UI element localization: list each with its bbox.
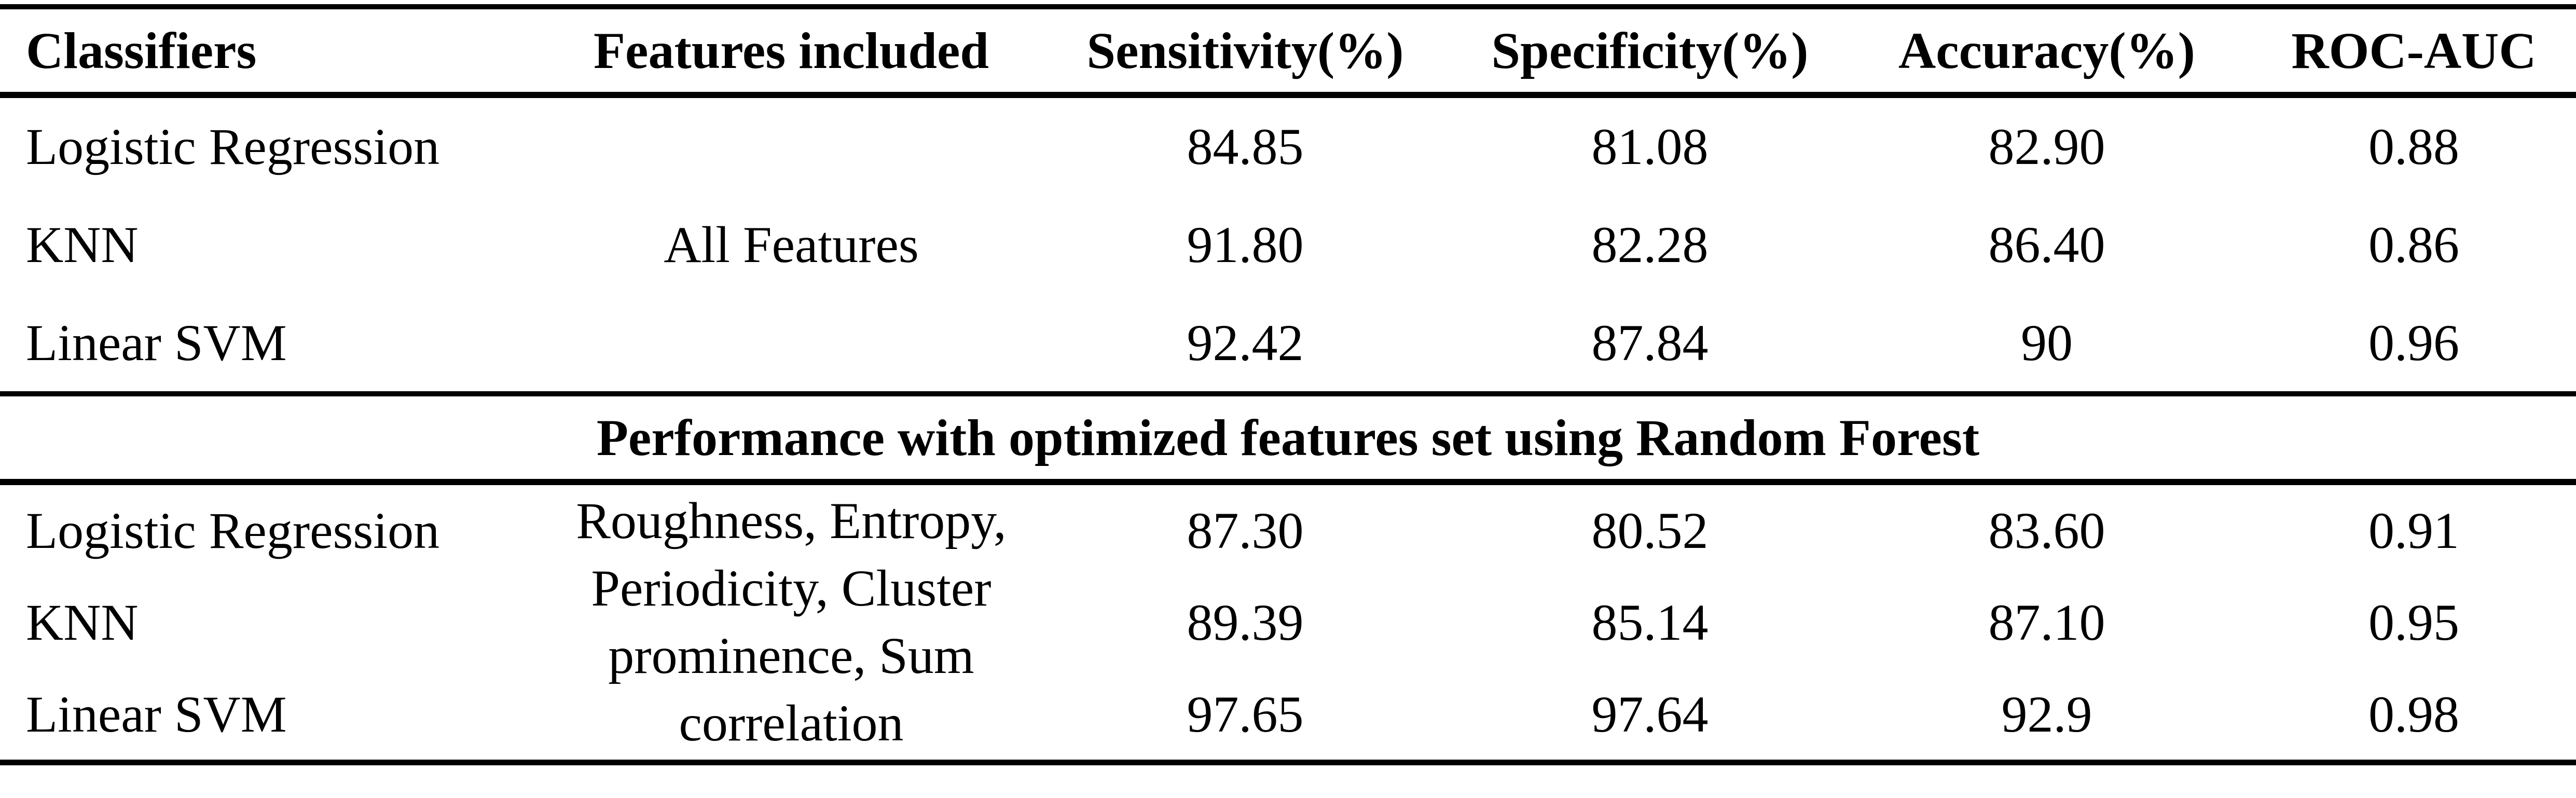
roc-auc-cell: 0.86 bbox=[2368, 215, 2459, 273]
roc-auc-cell: 0.96 bbox=[2368, 314, 2459, 372]
classifier-cell: Linear SVM bbox=[26, 314, 287, 372]
features-cell: All Features bbox=[664, 215, 919, 273]
table-row: Logistic Regression All Features 84.85 8… bbox=[0, 95, 2576, 273]
header-row: Classifiers Features included Sensitivit… bbox=[0, 7, 2576, 95]
features-cell: Roughness, Entropy, Periodicity, Cluster… bbox=[576, 492, 1007, 752]
specificity-cell: 80.52 bbox=[1591, 501, 1709, 559]
classifier-cell: KNN bbox=[26, 215, 139, 273]
sensitivity-cell: 97.65 bbox=[1187, 685, 1304, 743]
column-header-roc-auc: ROC-AUC bbox=[2291, 22, 2537, 79]
table-row: Linear SVM 97.65 97.64 92.9 0.98 bbox=[0, 669, 2576, 762]
specificity-cell: 81.08 bbox=[1591, 117, 1709, 175]
roc-auc-cell: 0.98 bbox=[2368, 685, 2459, 743]
specificity-cell: 87.84 bbox=[1591, 314, 1709, 372]
table-row: Linear SVM 92.42 87.84 90 0.96 bbox=[0, 294, 2576, 394]
accuracy-cell: 90 bbox=[2021, 314, 2073, 372]
table-row: KNN 91.80 82.28 86.40 0.86 bbox=[0, 195, 2576, 294]
accuracy-cell: 83.60 bbox=[1988, 501, 2105, 559]
table-row: Logistic Regression Roughness, Entropy, … bbox=[0, 482, 2576, 752]
specificity-cell: 82.28 bbox=[1591, 215, 1709, 273]
accuracy-cell: 87.10 bbox=[1988, 593, 2105, 651]
accuracy-cell: 92.9 bbox=[2001, 685, 2092, 743]
roc-auc-cell: 0.91 bbox=[2368, 501, 2459, 559]
sensitivity-cell: 87.30 bbox=[1187, 501, 1304, 559]
sensitivity-cell: 92.42 bbox=[1187, 314, 1304, 372]
specificity-cell: 97.64 bbox=[1591, 685, 1709, 743]
performance-table: Classifiers Features included Sensitivit… bbox=[0, 4, 2576, 765]
column-header-sensitivity: Sensitivity(%) bbox=[1086, 22, 1404, 79]
column-header-specificity: Specificity(%) bbox=[1491, 22, 1809, 79]
column-header-classifiers: Classifiers bbox=[26, 22, 257, 79]
accuracy-cell: 82.90 bbox=[1988, 117, 2105, 175]
roc-auc-cell: 0.95 bbox=[2368, 593, 2459, 651]
roc-auc-cell: 0.88 bbox=[2368, 117, 2459, 175]
column-header-features-included: Features included bbox=[593, 22, 989, 79]
sensitivity-cell: 89.39 bbox=[1187, 593, 1304, 651]
specificity-cell: 85.14 bbox=[1591, 593, 1709, 651]
section-header: Performance with optimized features set … bbox=[596, 409, 1980, 466]
table-row: KNN 89.39 85.14 87.10 0.95 bbox=[0, 575, 2576, 669]
section-header-row: Performance with optimized features set … bbox=[0, 394, 2576, 482]
classifier-cell: Logistic Regression bbox=[26, 117, 440, 175]
accuracy-cell: 86.40 bbox=[1988, 215, 2105, 273]
sensitivity-cell: 91.80 bbox=[1187, 215, 1304, 273]
classifier-cell: Logistic Regression bbox=[26, 501, 440, 559]
classifier-cell: KNN bbox=[26, 593, 139, 651]
column-header-accuracy: Accuracy(%) bbox=[1898, 22, 2195, 79]
sensitivity-cell: 84.85 bbox=[1187, 117, 1304, 175]
classifier-cell: Linear SVM bbox=[26, 685, 287, 743]
